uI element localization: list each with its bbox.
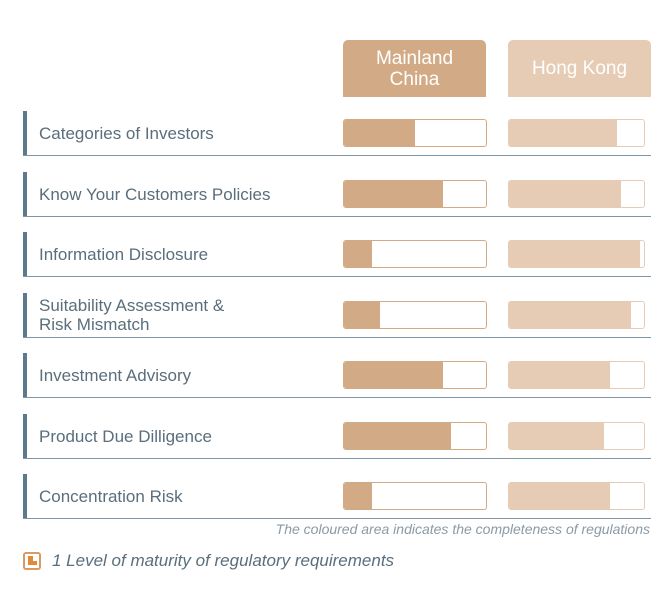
row-divider bbox=[23, 216, 651, 217]
chart-row: Know Your Customers Policies bbox=[23, 172, 651, 217]
row-accent-bar bbox=[23, 474, 27, 519]
bar-hong-kong bbox=[508, 119, 645, 147]
bar-hong-kong bbox=[508, 422, 645, 450]
maturity-level-icon bbox=[23, 552, 41, 570]
chart-row: Product Due Dilligence bbox=[23, 414, 651, 459]
column-header-mainland-china-label: Mainland China bbox=[375, 47, 454, 90]
bar-fill bbox=[509, 120, 617, 146]
bar-fill bbox=[344, 241, 373, 267]
category-label: Suitability Assessment & Risk Mismatch bbox=[39, 296, 225, 334]
row-accent-bar bbox=[23, 414, 27, 459]
row-divider bbox=[23, 518, 651, 519]
legend: 1 Level of maturity of regulatory requir… bbox=[23, 551, 394, 571]
bar-fill bbox=[344, 181, 444, 207]
legend-text: 1 Level of maturity of regulatory requir… bbox=[52, 551, 395, 570]
chart-row: Suitability Assessment & Risk Mismatch bbox=[23, 293, 651, 338]
bar-fill bbox=[509, 302, 631, 328]
bar-hong-kong bbox=[508, 180, 645, 208]
category-label: Categories of Investors bbox=[39, 123, 214, 143]
bar-hong-kong bbox=[508, 301, 645, 329]
row-accent-bar bbox=[23, 111, 27, 156]
bar-mainland-china bbox=[343, 482, 487, 510]
bar-fill bbox=[509, 483, 611, 509]
bar-fill bbox=[344, 302, 380, 328]
bar-hong-kong bbox=[508, 482, 645, 510]
bar-mainland-china bbox=[343, 240, 487, 268]
bar-fill bbox=[344, 362, 444, 388]
bar-mainland-china bbox=[343, 361, 487, 389]
bar-mainland-china bbox=[343, 422, 487, 450]
bar-fill bbox=[344, 483, 373, 509]
row-accent-bar bbox=[23, 172, 27, 217]
column-header-hong-kong: Hong Kong bbox=[508, 40, 651, 97]
chart-row: Concentration Risk bbox=[23, 474, 651, 519]
category-label: Product Due Dilligence bbox=[39, 426, 212, 446]
bar-fill bbox=[509, 181, 622, 207]
chart-note: The coloured area indicates the complete… bbox=[275, 521, 650, 537]
column-header-hong-kong-label: Hong Kong bbox=[531, 58, 628, 79]
bar-mainland-china bbox=[343, 180, 487, 208]
bar-fill bbox=[509, 362, 611, 388]
row-divider bbox=[23, 155, 651, 156]
chart-row: Investment Advisory bbox=[23, 353, 651, 398]
row-divider bbox=[23, 397, 651, 398]
bar-hong-kong bbox=[508, 240, 645, 268]
row-accent-bar bbox=[23, 353, 27, 398]
category-label: Concentration Risk bbox=[39, 486, 183, 506]
row-divider bbox=[23, 337, 651, 338]
row-divider bbox=[23, 276, 651, 277]
bar-fill bbox=[509, 423, 604, 449]
bar-mainland-china bbox=[343, 119, 487, 147]
column-header-mainland-china: Mainland China bbox=[343, 40, 486, 97]
bar-hong-kong bbox=[508, 361, 645, 389]
bar-fill bbox=[344, 423, 451, 449]
category-label: Know Your Customers Policies bbox=[39, 184, 271, 204]
chart-row: Information Disclosure bbox=[23, 232, 651, 277]
bar-mainland-china bbox=[343, 301, 487, 329]
chart-row: Categories of Investors bbox=[23, 111, 651, 156]
category-label: Information Disclosure bbox=[39, 244, 209, 264]
bar-fill bbox=[344, 120, 415, 146]
category-label: Investment Advisory bbox=[39, 365, 192, 385]
row-accent-bar bbox=[23, 293, 27, 338]
bar-fill bbox=[509, 241, 640, 267]
row-divider bbox=[23, 458, 651, 459]
row-accent-bar bbox=[23, 232, 27, 277]
